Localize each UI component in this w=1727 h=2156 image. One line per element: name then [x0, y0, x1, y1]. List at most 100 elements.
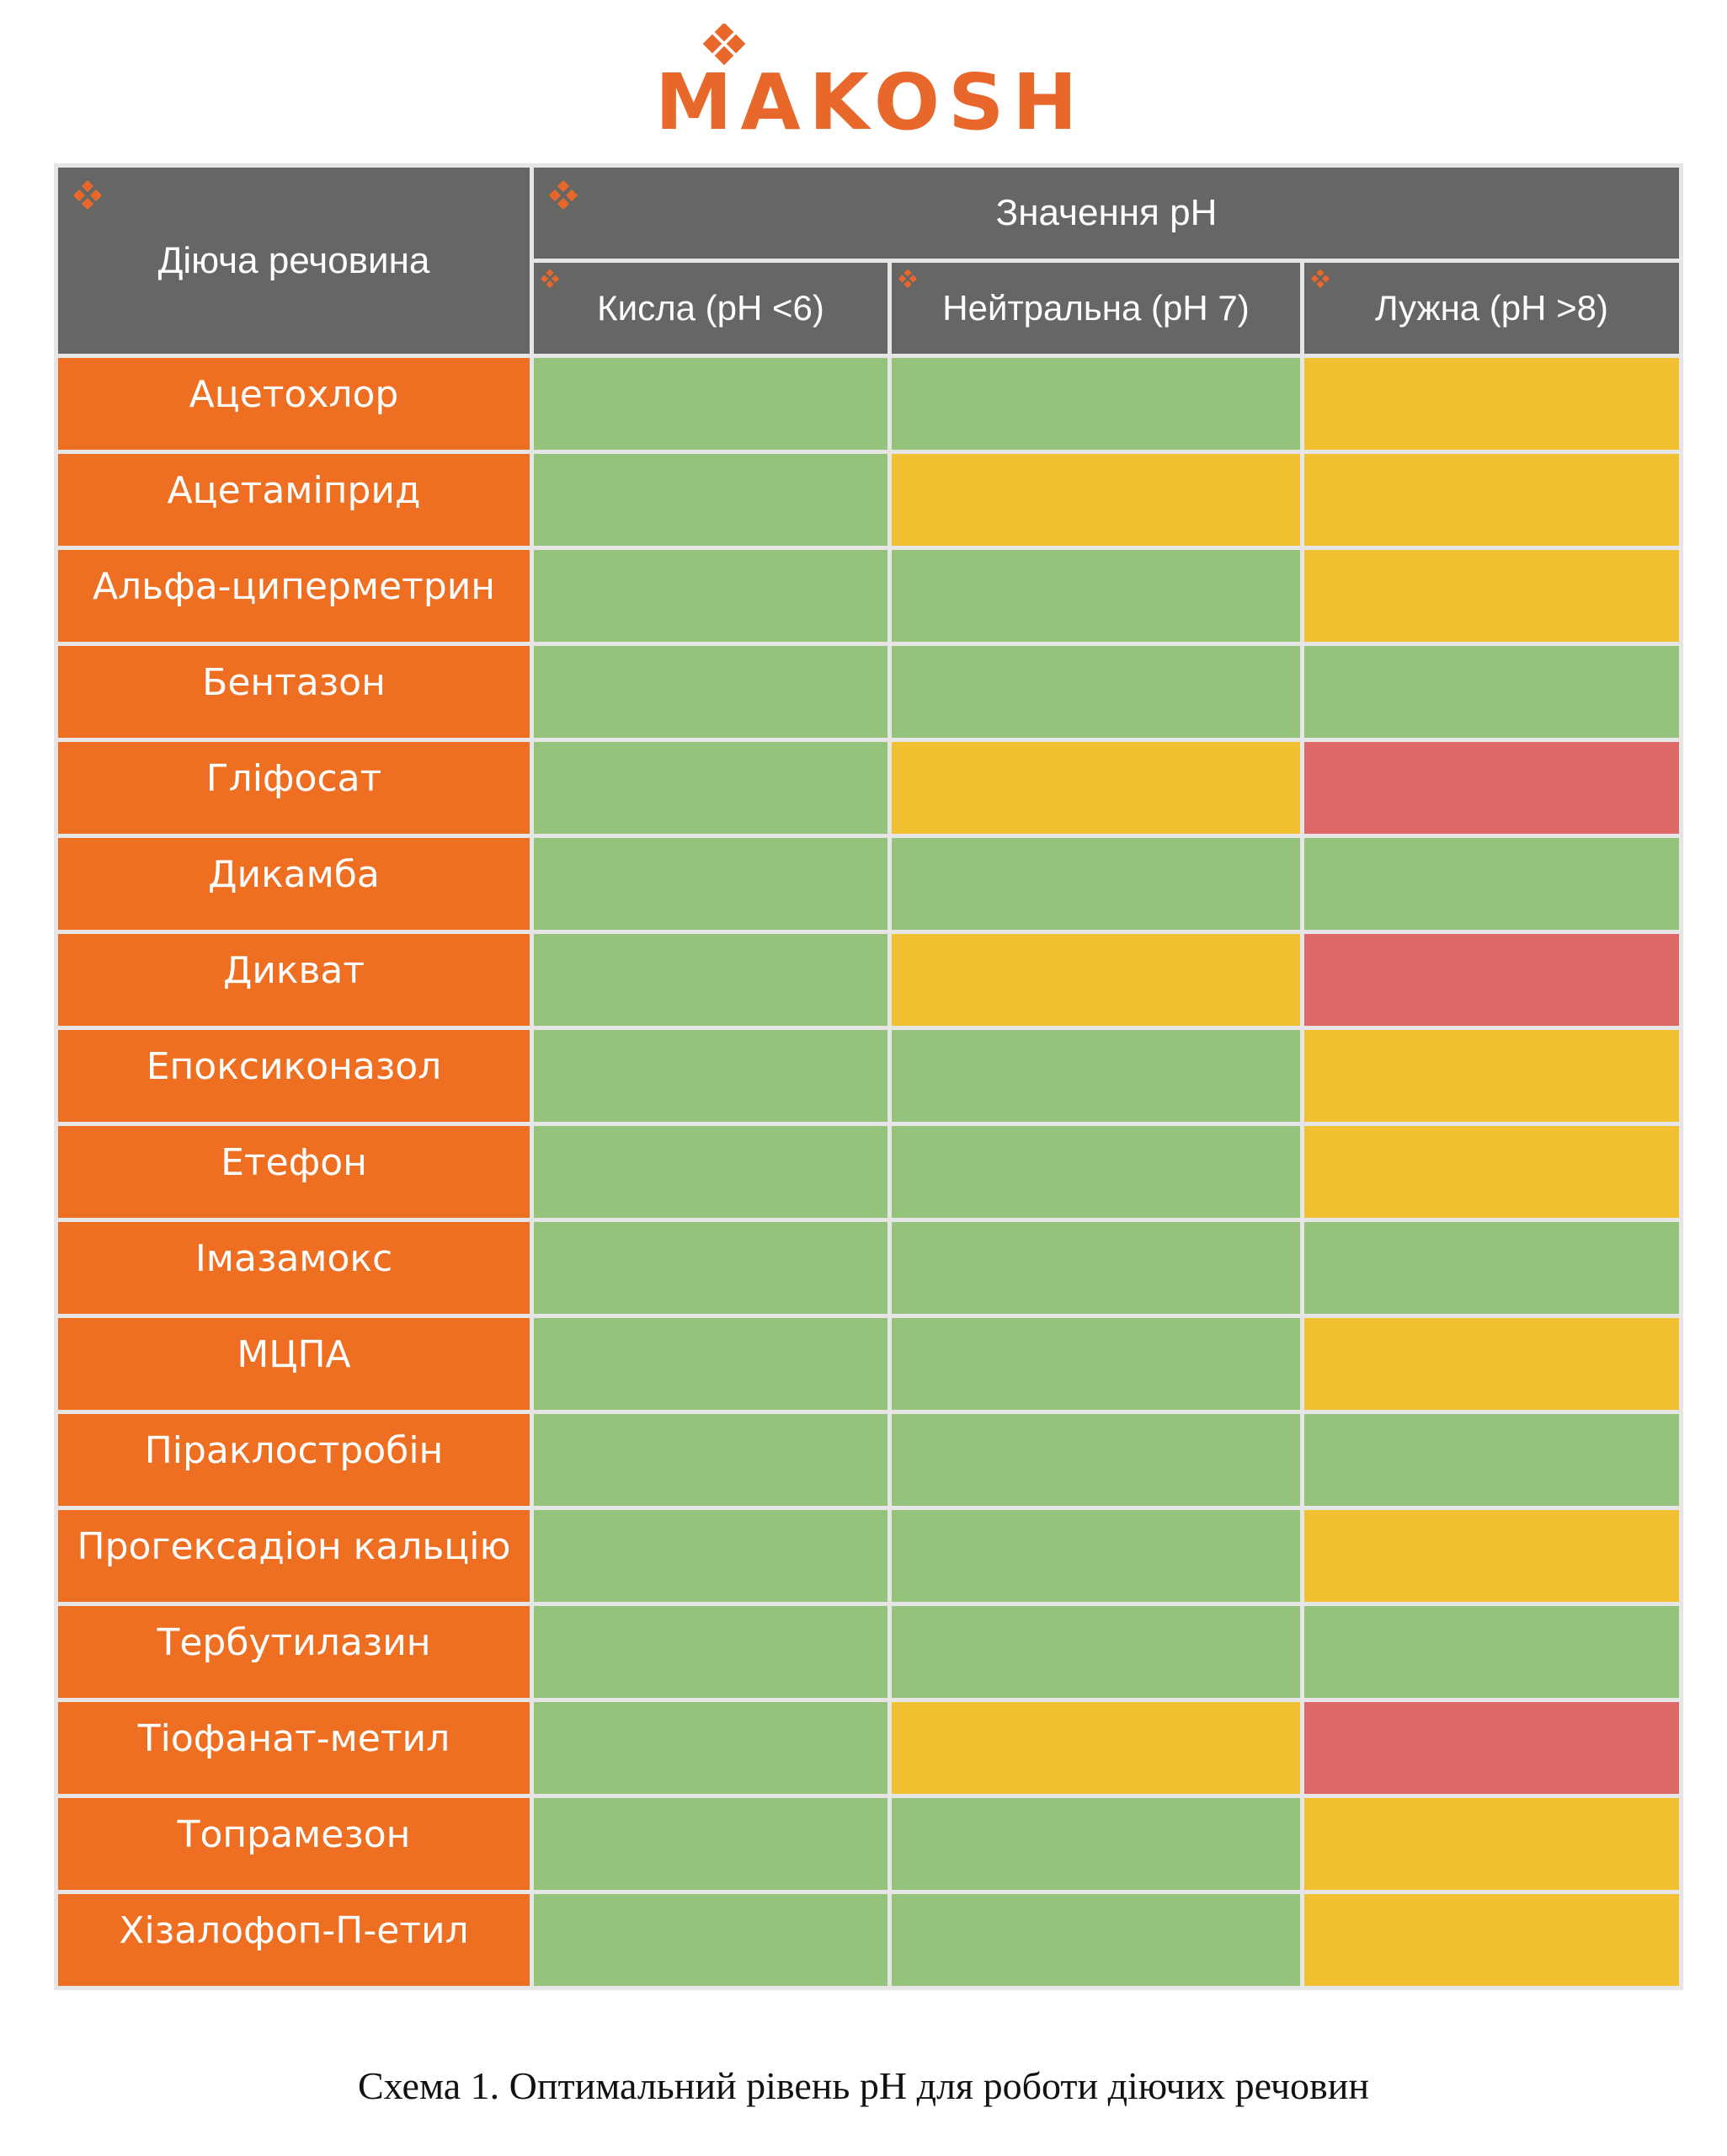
ph-cell-acidic [530, 642, 892, 742]
ph-cell-acidic [530, 1410, 892, 1510]
header-substance-label: Діюча речовина [157, 239, 430, 281]
ph-cell-alkaline [1299, 1506, 1684, 1606]
substance-name: Піраклостробін [54, 1410, 534, 1510]
table-row: Альфа-циперметрин [54, 546, 1684, 646]
ph-cell-alkaline [1299, 450, 1684, 550]
table-row: Ацетохлор [54, 354, 1684, 454]
substance-name: Ацетаміприд [54, 450, 534, 550]
substance-name: Прогексадіон кальцію [54, 1506, 534, 1606]
table-row: Бентазон [54, 642, 1684, 742]
ph-cell-alkaline [1299, 354, 1684, 454]
ornament-icon [549, 181, 578, 210]
header-ph-values-label: Значення рН [995, 192, 1218, 233]
ph-cell-alkaline [1299, 930, 1684, 1030]
table-row: Дикамба [54, 834, 1684, 934]
ph-cell-neutral [887, 1122, 1304, 1222]
ornament-icon [1311, 270, 1330, 288]
ph-cell-acidic [530, 450, 892, 550]
header-acidic-label: Кисла (рН <6) [597, 288, 824, 328]
table-row: Імазамокс [54, 1218, 1684, 1318]
header-acidic: Кисла (рН <6) [530, 259, 892, 358]
header-alkaline: Лужна (рН >8) [1299, 259, 1684, 358]
makosh-logo: MAKOSH [648, 24, 1078, 141]
ph-cell-neutral [887, 450, 1304, 550]
ph-cell-neutral [887, 546, 1304, 646]
ph-cell-acidic [530, 1314, 892, 1414]
ph-cell-acidic [530, 834, 892, 934]
table-row: Дикват [54, 930, 1684, 1030]
logo-wordmark: MAKOSH [655, 57, 1086, 147]
table-row: Епоксиконазол [54, 1026, 1684, 1126]
substance-name: МЦПА [54, 1314, 534, 1414]
ph-cell-neutral [887, 930, 1304, 1030]
ph-cell-acidic [530, 1218, 892, 1318]
ph-cell-neutral [887, 1026, 1304, 1126]
ph-cell-acidic [530, 1122, 892, 1222]
ph-cell-neutral [887, 354, 1304, 454]
substance-name: Тербутилазин [54, 1602, 534, 1702]
header-neutral-label: Нейтральна (рН 7) [942, 288, 1250, 328]
table-row: Тербутилазин [54, 1602, 1684, 1702]
ph-cell-neutral [887, 1602, 1304, 1702]
table-body: Ацетохлор Ацетаміприд Альфа-циперметрин Бен… [54, 354, 1684, 1990]
ph-cell-alkaline [1299, 546, 1684, 646]
header-substance: Діюча речовина [54, 163, 534, 358]
ph-cell-neutral [887, 1506, 1304, 1606]
ornament-icon [541, 270, 559, 288]
substance-name: Топрамезон [54, 1794, 534, 1894]
ph-cell-alkaline [1299, 1890, 1684, 1990]
substance-name: Імазамокс [54, 1218, 534, 1318]
ph-cell-neutral [887, 1698, 1304, 1798]
ph-cell-acidic [530, 1698, 892, 1798]
ph-cell-alkaline [1299, 1698, 1684, 1798]
table-row: Гліфосат [54, 738, 1684, 838]
substance-name: Ацетохлор [54, 354, 534, 454]
substance-name: Хізалофоп-П-етил [54, 1890, 534, 1990]
table-row: Піраклостробін [54, 1410, 1684, 1510]
substance-name: Бентазон [54, 642, 534, 742]
header-ph-values: Значення рН [529, 163, 1684, 263]
ph-cell-alkaline [1299, 738, 1684, 838]
ph-cell-acidic [530, 738, 892, 838]
table-row: Прогексадіон кальцію [54, 1506, 1684, 1606]
substance-name: Тіофанат-метил [54, 1698, 534, 1798]
ph-cell-neutral [887, 642, 1304, 742]
header-alkaline-label: Лужна (рН >8) [1374, 288, 1609, 328]
ph-cell-acidic [530, 354, 892, 454]
ph-cell-alkaline [1299, 1794, 1684, 1894]
ph-cell-acidic [530, 1794, 892, 1894]
table-row: Хізалофоп-П-етил [54, 1890, 1684, 1990]
ph-cell-alkaline [1299, 834, 1684, 934]
substance-name: Дикват [54, 930, 534, 1030]
ph-cell-alkaline [1299, 1602, 1684, 1702]
ph-cell-neutral [887, 1218, 1304, 1318]
ph-cell-alkaline [1299, 1410, 1684, 1510]
caption: Схема 1. Оптимальний рівень рН для робот… [357, 2064, 1370, 2107]
header-neutral: Нейтральна (рН 7) [887, 259, 1304, 358]
ph-cell-neutral [887, 1890, 1304, 1990]
ph-cell-acidic [530, 1026, 892, 1126]
ornament-icon [898, 270, 917, 288]
ph-cell-acidic [530, 930, 892, 1030]
table-row: Топрамезон [54, 1794, 1684, 1894]
substance-name: Етефон [54, 1122, 534, 1222]
ornament-icon [73, 181, 102, 210]
table-row: МЦПА [54, 1314, 1684, 1414]
ph-cell-alkaline [1299, 1026, 1684, 1126]
table-row: Етефон [54, 1122, 1684, 1222]
table-row: Ацетаміприд [54, 450, 1684, 550]
ph-cell-neutral [887, 834, 1304, 934]
ph-cell-neutral [887, 738, 1304, 838]
ph-table: Діюча речовина Значення рН Кисла (рН <6)… [54, 163, 1684, 1990]
diamond-logo-icon [702, 24, 746, 66]
substance-name: Дикамба [54, 834, 534, 934]
ph-cell-neutral [887, 1314, 1304, 1414]
ph-cell-alkaline [1299, 1314, 1684, 1414]
ph-cell-acidic [530, 546, 892, 646]
ph-cell-acidic [530, 1602, 892, 1702]
substance-name: Епоксиконазол [54, 1026, 534, 1126]
ph-cell-alkaline [1299, 1122, 1684, 1222]
ph-cell-acidic [530, 1506, 892, 1606]
substance-name: Гліфосат [54, 738, 534, 838]
ph-cell-alkaline [1299, 1218, 1684, 1318]
